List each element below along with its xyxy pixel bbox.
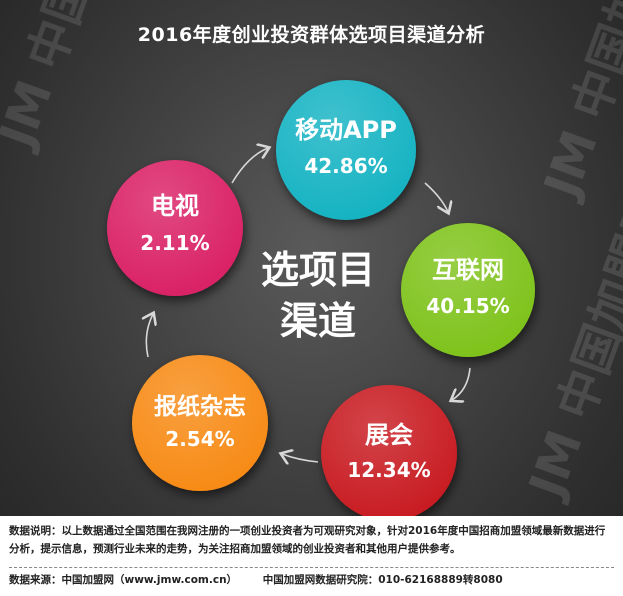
category-label: 移动APP bbox=[295, 116, 397, 144]
value-label: 42.86% bbox=[304, 154, 387, 178]
value-label: 2.54% bbox=[165, 427, 234, 451]
slice-shine bbox=[401, 223, 535, 357]
slice-shine bbox=[107, 160, 243, 296]
slice-shine bbox=[321, 385, 457, 516]
data-note: 数据说明：以上数据通过全国范围在我网注册的一项创业投资者为可观研究对象，针对20… bbox=[9, 525, 606, 555]
category-label: 报纸杂志 bbox=[154, 393, 246, 420]
value-label: 2.11% bbox=[140, 231, 209, 255]
bubble-newspaper-magazine: 报纸杂志 2.54% bbox=[132, 355, 268, 491]
footer-divider bbox=[9, 567, 614, 568]
source-text: 数据来源：中国加盟网（www.jmw.com.cn） bbox=[9, 574, 238, 586]
bubble-tv: 电视 2.11% bbox=[107, 160, 243, 296]
chart-title: 2016年度创业投资群体选项目渠道分析 bbox=[137, 24, 486, 46]
center-label: 选项目 渠道 bbox=[261, 248, 375, 343]
category-label: 互联网 bbox=[432, 256, 504, 284]
institute-text: 中国加盟网数据研究院：010-62168889转8080 bbox=[262, 574, 503, 586]
cycle-arrows bbox=[146, 148, 471, 462]
value-label: 40.15% bbox=[426, 294, 509, 318]
slice-shine bbox=[276, 80, 416, 220]
category-label: 电视 bbox=[151, 192, 199, 220]
bubble-internet: 互联网 40.15% bbox=[401, 223, 535, 357]
slice-shine bbox=[132, 355, 268, 491]
watermark-text: JM 中国加盟网 www.jmw.com.cn bbox=[533, 0, 623, 207]
bubble-expo: 展会 12.34% bbox=[321, 385, 457, 516]
arrow-internet-to-expo bbox=[452, 367, 471, 400]
arrow-expo-to-newspaper bbox=[282, 454, 319, 462]
center-label-line-2: 渠道 bbox=[280, 299, 356, 343]
value-label: 12.34% bbox=[347, 458, 430, 482]
center-label-line-1: 选项目 bbox=[261, 248, 375, 292]
footer: 数据说明：以上数据通过全国范围在我网注册的一项创业投资者为可观研究对象，针对20… bbox=[0, 516, 623, 596]
arrow-newspaper-to-tv bbox=[146, 314, 153, 358]
arrow-app-to-internet bbox=[424, 182, 448, 212]
bubble-cycle-chart: JM 中国加盟网 www.jmw.com.cn JM 中国加盟网 www.jmw… bbox=[0, 0, 623, 516]
bubble-mobile-app: 移动APP 42.86% bbox=[276, 80, 416, 220]
category-label: 展会 bbox=[365, 421, 413, 449]
data-source: 数据来源：中国加盟网（www.jmw.com.cn） 中国加盟网数据研究院：01… bbox=[9, 572, 525, 587]
watermark-text: JM 中国加盟网 www.jmw.com.cn bbox=[0, 0, 317, 157]
arrow-tv-to-app bbox=[231, 148, 268, 184]
